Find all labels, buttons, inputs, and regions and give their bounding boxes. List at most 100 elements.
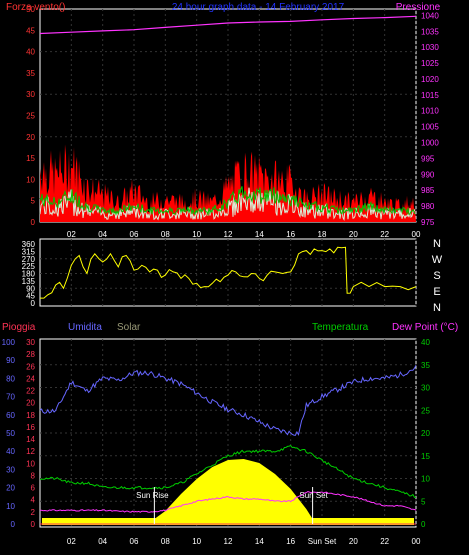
top-x-tick-label: 16 bbox=[286, 230, 295, 239]
legend-rain: Pioggia bbox=[2, 322, 36, 333]
wind-direction-line bbox=[40, 246, 417, 299]
direction-tick-label: 90 bbox=[26, 284, 35, 293]
pressure-tick-label: 995 bbox=[421, 154, 435, 163]
humidity-tick-label: 50 bbox=[6, 429, 15, 438]
compass-label: W bbox=[432, 254, 443, 266]
bottom-x-tick-label: 10 bbox=[192, 537, 201, 546]
pressure-tick-label: 1030 bbox=[421, 43, 439, 52]
pressure-tick-label: 990 bbox=[421, 170, 435, 179]
compass-label: E bbox=[433, 286, 440, 298]
rain-tick-label: 12 bbox=[26, 447, 35, 456]
humidity-line bbox=[39, 365, 417, 437]
pressure-tick-label: 980 bbox=[421, 202, 435, 211]
bottom-x-tick-label: 12 bbox=[224, 537, 233, 546]
wind-tick-label: 35 bbox=[26, 69, 35, 78]
sun-annotations: Sun Rise Sun Set bbox=[136, 487, 329, 524]
weather-chart: 0102030405060708090100024681012141618202… bbox=[2, 322, 459, 546]
wind-tick-label: 0 bbox=[31, 218, 36, 227]
wind-average-line bbox=[39, 186, 416, 217]
bottom-series bbox=[39, 365, 417, 525]
pressure-tick-label: 1035 bbox=[421, 27, 439, 36]
rain-tick-label: 6 bbox=[31, 484, 36, 493]
direction-grid bbox=[40, 239, 417, 306]
rain-tick-label: 2 bbox=[31, 508, 36, 517]
rain-tick-label: 4 bbox=[31, 496, 36, 505]
bottom-x-tick-label: 02 bbox=[67, 537, 76, 546]
humidity-tick-label: 40 bbox=[6, 447, 15, 456]
rain-tick-label: 0 bbox=[31, 520, 36, 529]
direction-tick-label: 0 bbox=[31, 299, 36, 308]
temperature-tick-label: 15 bbox=[421, 452, 430, 461]
humidity-tick-label: 100 bbox=[2, 338, 16, 347]
wind-tick-label: 45 bbox=[26, 26, 35, 35]
top-x-tick-label: 06 bbox=[130, 230, 139, 239]
rain-tick-label: 16 bbox=[26, 423, 35, 432]
humidity-tick-label: 10 bbox=[6, 502, 15, 511]
direction-tick-label: 45 bbox=[26, 292, 35, 301]
compass-label: S bbox=[433, 270, 440, 282]
dewpoint-line bbox=[39, 490, 417, 513]
bottom-x-tick-label: Sun Set bbox=[308, 537, 337, 546]
rain-tick-label: 8 bbox=[31, 471, 36, 480]
top-x-tick-label: 00 bbox=[412, 230, 421, 239]
humidity-tick-label: 30 bbox=[6, 465, 15, 474]
top-x-tick-label: 20 bbox=[349, 230, 358, 239]
solar-baseline bbox=[42, 518, 414, 525]
humidity-tick-label: 60 bbox=[6, 411, 15, 420]
pressure-tick-label: 1025 bbox=[421, 59, 439, 68]
rain-tick-label: 14 bbox=[26, 435, 35, 444]
pressure-tick-label: 985 bbox=[421, 186, 435, 195]
pressure-axis-label: Pressione bbox=[396, 2, 441, 13]
chart-title: 24 hour graph data - 14 February 2017 bbox=[172, 2, 345, 13]
pressure-axis: 975 980 985 990 995 1000 1005 1010 1015 1020 1025 1… bbox=[421, 11, 439, 227]
pressure-tick-label: 1000 bbox=[421, 139, 439, 148]
humidity-tick-label: 80 bbox=[6, 374, 15, 383]
bottom-x-tick-label: 08 bbox=[161, 537, 170, 546]
sun-rise-label: Sun Rise bbox=[136, 491, 169, 500]
top-x-tick-label: 04 bbox=[98, 230, 107, 239]
rain-tick-label: 30 bbox=[26, 338, 35, 347]
humidity-tick-label: 0 bbox=[11, 520, 16, 529]
wind-tick-label: 15 bbox=[26, 154, 35, 163]
top-x-tick-label: 22 bbox=[380, 230, 389, 239]
bottom-x-tick-label: 20 bbox=[349, 537, 358, 546]
rain-tick-label: 28 bbox=[26, 350, 35, 359]
pressure-tick-label: 1010 bbox=[421, 107, 439, 116]
wind-tick-label: 5 bbox=[31, 197, 36, 206]
wind-gust-area bbox=[40, 144, 416, 222]
pressure-tick-label: 1040 bbox=[421, 11, 439, 20]
rain-tick-label: 18 bbox=[26, 411, 35, 420]
pressure-tick-label: 1020 bbox=[421, 75, 439, 84]
top-grid bbox=[40, 9, 417, 222]
humidity-tick-label: 70 bbox=[6, 393, 15, 402]
top-x-tick-label: 08 bbox=[161, 230, 170, 239]
temperature-tick-label: 35 bbox=[421, 361, 430, 370]
bottom-x-tick-label: 14 bbox=[255, 537, 264, 546]
direction-tick-label: 315 bbox=[22, 247, 36, 256]
legend-dewpoint: Dew Point (°C) bbox=[392, 322, 458, 333]
bottom-x-tick-label: 00 bbox=[412, 537, 421, 546]
wind-axis: 0 5 10 15 20 25 30 35 40 45 50 bbox=[26, 5, 35, 227]
direction-tick-label: 270 bbox=[22, 255, 36, 264]
bottom-x-tick-label: 04 bbox=[98, 537, 107, 546]
direction-series bbox=[40, 246, 417, 299]
humidity-tick-label: 20 bbox=[6, 484, 15, 493]
pressure-line bbox=[39, 15, 417, 35]
bottom-x-axis: 02 04 06 08 10 12 14 16 Sun Set 20 22 00 bbox=[67, 537, 421, 546]
rain-tick-label: 20 bbox=[26, 399, 35, 408]
wind-tick-label: 10 bbox=[26, 175, 35, 184]
temperature-tick-label: 20 bbox=[421, 429, 430, 438]
wind-tick-label: 25 bbox=[26, 112, 35, 121]
wind-tick-label: 40 bbox=[26, 48, 35, 57]
direction-tick-label: 180 bbox=[22, 270, 36, 279]
wind-tick-label: 50 bbox=[26, 5, 35, 14]
pressure-tick-label: 1015 bbox=[421, 91, 439, 100]
wind-tick-label: 20 bbox=[26, 133, 35, 142]
wind-min-line bbox=[39, 187, 416, 221]
humidity-tick-label: 90 bbox=[6, 356, 15, 365]
direction-tick-label: 135 bbox=[22, 277, 36, 286]
top-x-tick-label: 02 bbox=[67, 230, 76, 239]
